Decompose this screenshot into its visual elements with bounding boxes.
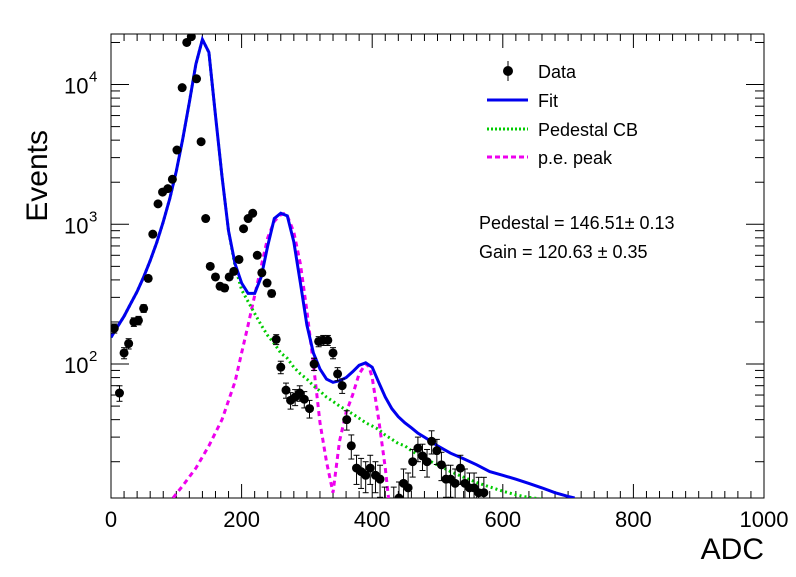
data-point	[281, 385, 291, 395]
data-point	[172, 145, 182, 155]
data-point	[177, 83, 187, 93]
annotation-pedestal: Pedestal = 146.51± 0.13	[479, 213, 675, 233]
data-point	[408, 457, 418, 467]
data-point	[427, 436, 437, 446]
data-point	[262, 278, 272, 288]
p-e-peak-curve	[171, 212, 390, 498]
x-axis-label: ADC	[701, 533, 764, 566]
data-point	[403, 483, 413, 493]
data-point	[148, 229, 158, 239]
data-point	[196, 137, 206, 147]
data-point	[220, 283, 230, 293]
data-point	[167, 174, 177, 184]
data-point	[365, 463, 375, 473]
data-point	[119, 348, 129, 358]
data-point	[271, 334, 281, 344]
data-point	[413, 443, 423, 453]
data-point	[389, 499, 398, 508]
series-layer	[111, 35, 575, 498]
data-point	[479, 488, 489, 498]
data-point	[111, 323, 119, 333]
x-tick-label: 400	[354, 507, 391, 532]
legend-data-marker	[503, 66, 513, 76]
pedestal-cb-curve	[111, 35, 543, 498]
data-point	[333, 369, 343, 379]
data-point	[422, 457, 432, 467]
data-point	[309, 359, 319, 369]
data-point	[328, 348, 338, 358]
data-point	[252, 250, 262, 260]
legend-label: Fit	[538, 91, 558, 111]
legend-label: Data	[538, 62, 577, 82]
data-point	[143, 273, 153, 283]
data-point	[267, 288, 277, 298]
x-tick-label: 1000	[740, 507, 789, 532]
data-point	[234, 254, 244, 264]
y-tick-label-exponent: 3	[89, 208, 97, 225]
y-tick-label: 10	[64, 74, 88, 99]
data-layer	[111, 34, 489, 508]
x-tick-label: 200	[223, 507, 260, 532]
data-point	[139, 303, 149, 313]
legend: Data Fit Pedestal CB p.e. peak	[487, 61, 638, 168]
y-tick-label-exponent: 4	[89, 69, 97, 86]
data-point	[361, 470, 371, 480]
legend-label: Pedestal CB	[538, 120, 638, 140]
data-point	[337, 381, 347, 391]
data-point	[323, 335, 333, 345]
data-point	[436, 460, 446, 470]
data-point	[432, 446, 442, 456]
data-point	[375, 474, 385, 484]
data-point	[153, 199, 163, 209]
data-point	[186, 34, 196, 42]
annotation-gain: Gain = 120.63 ± 0.35	[479, 242, 648, 262]
data-point	[394, 493, 404, 498]
data-point	[455, 463, 465, 473]
data-point	[342, 415, 352, 425]
data-point	[295, 388, 305, 398]
data-point	[124, 339, 134, 349]
data-point	[133, 315, 143, 325]
data-point	[163, 184, 173, 194]
y-tick-label: 10	[64, 353, 88, 378]
data-point	[450, 478, 460, 488]
data-point	[114, 388, 124, 398]
x-tick-label: 800	[615, 507, 652, 532]
data-point	[276, 362, 286, 372]
data-point	[299, 394, 309, 404]
data-point	[248, 208, 258, 218]
data-point	[192, 74, 202, 84]
y-tick-label: 10	[64, 213, 88, 238]
data-point	[305, 404, 315, 414]
data-point	[346, 441, 356, 451]
fit-curve	[111, 35, 575, 498]
x-tick-label: 600	[484, 507, 521, 532]
data-point	[239, 224, 249, 234]
y-tick-label-exponent: 2	[89, 348, 97, 365]
data-point	[257, 268, 267, 278]
data-point	[210, 272, 220, 282]
data-point	[229, 266, 239, 276]
data-point	[205, 261, 215, 271]
data-point	[201, 214, 211, 224]
x-tick-label: 0	[105, 507, 117, 532]
legend-label: p.e. peak	[538, 148, 613, 168]
y-axis-label: Events	[21, 130, 54, 222]
